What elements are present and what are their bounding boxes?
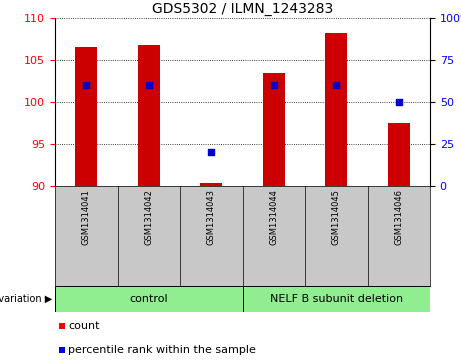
Point	[395, 99, 402, 105]
Bar	[75, 48, 97, 186]
Text: GSM1314042: GSM1314042	[144, 189, 153, 245]
Text: GSM1314041: GSM1314041	[82, 189, 91, 245]
Point	[207, 150, 215, 155]
Point	[145, 82, 153, 88]
Text: control: control	[130, 294, 168, 304]
Bar	[59, 347, 65, 353]
Bar	[325, 33, 347, 186]
Text: genotype/variation ▶: genotype/variation ▶	[0, 294, 52, 304]
Bar	[138, 45, 160, 186]
Text: count: count	[68, 321, 100, 331]
Bar	[388, 123, 410, 186]
Bar	[59, 323, 65, 329]
Text: NELF B subunit deletion: NELF B subunit deletion	[270, 294, 403, 304]
Point	[332, 82, 340, 88]
Bar	[55, 286, 242, 312]
Text: GSM1314044: GSM1314044	[269, 189, 278, 245]
Bar	[242, 286, 430, 312]
Text: GSM1314046: GSM1314046	[394, 189, 403, 245]
Point	[270, 82, 278, 88]
Text: percentile rank within the sample: percentile rank within the sample	[68, 345, 256, 355]
Point	[83, 82, 90, 88]
Title: GDS5302 / ILMN_1243283: GDS5302 / ILMN_1243283	[152, 1, 333, 16]
Text: GSM1314045: GSM1314045	[332, 189, 341, 245]
Text: GSM1314043: GSM1314043	[207, 189, 216, 245]
Bar	[263, 73, 285, 186]
Bar	[201, 183, 222, 186]
